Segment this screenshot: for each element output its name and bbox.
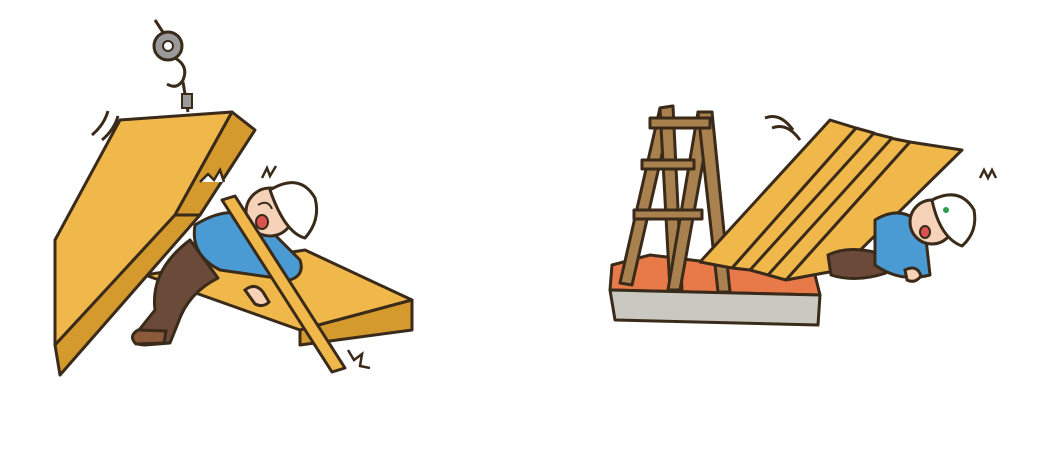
panel-collapse-illustration bbox=[608, 104, 998, 327]
crane-hook-icon bbox=[152, 19, 193, 113]
motion-lines bbox=[764, 115, 802, 141]
stepladder-icon bbox=[618, 104, 732, 294]
motion-lines bbox=[91, 110, 120, 142]
crane-accident-illustration bbox=[53, 19, 414, 377]
toppling-panels bbox=[698, 118, 964, 282]
worker-figure bbox=[826, 167, 998, 283]
helmet-icon bbox=[268, 181, 319, 240]
impact-mark bbox=[346, 349, 371, 370]
scene-panel-collapse bbox=[560, 0, 1064, 456]
scene-crane-accident bbox=[0, 0, 520, 456]
falling-panel bbox=[53, 110, 257, 377]
helmet-icon bbox=[930, 193, 977, 248]
wood-plank bbox=[220, 194, 347, 374]
